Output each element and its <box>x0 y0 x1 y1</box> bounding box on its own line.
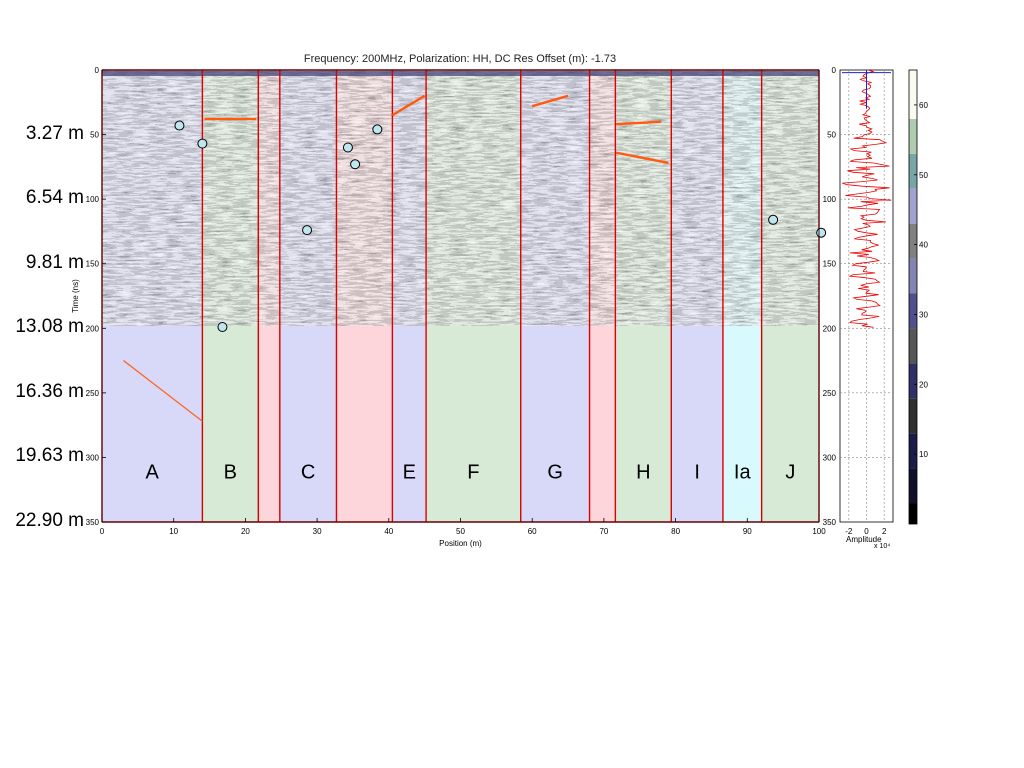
depth-label: 6.54 m <box>25 187 84 209</box>
zone-label: B <box>224 461 237 483</box>
annotation-line <box>123 360 203 422</box>
colorbar-tick-label: 60 <box>919 101 928 110</box>
x-tick-label: 40 <box>384 527 393 536</box>
colorbar-segment <box>909 503 917 524</box>
zone-label: H <box>636 461 650 483</box>
colorbar-segment <box>909 293 917 329</box>
colorbar-segment <box>909 398 917 434</box>
x-axis-label: Position (m) <box>439 539 482 548</box>
x-tick-label: 20 <box>241 527 250 536</box>
radar-texture <box>102 70 819 326</box>
point-target-marker <box>342 142 353 153</box>
colorbar-segment <box>909 433 917 469</box>
trace-x-tick-label: 0 <box>864 527 869 536</box>
zone-label: C <box>301 461 315 483</box>
x-tick-label: 50 <box>456 527 465 536</box>
main-axes: 0 10 20 30 40 50 60 70 80 90 100 0 50 100 150 200 250 300… <box>71 66 826 548</box>
x-tick-label: 10 <box>169 527 178 536</box>
y-tick-label: 100 <box>86 195 100 204</box>
zone-label: G <box>547 461 563 483</box>
colorbar-tick-label: 50 <box>919 171 928 180</box>
y-axis-label: Time (ns) <box>71 279 80 313</box>
point-target-marker <box>197 138 208 149</box>
depth-label: 19.63 m <box>15 445 84 467</box>
depth-label: 9.81 m <box>25 251 84 273</box>
colorbar-tick-label: 20 <box>919 380 928 389</box>
colorbar-segment <box>909 328 917 364</box>
depth-label: 13.08 m <box>15 316 84 338</box>
trace-y-tick-label: 250 <box>823 389 837 398</box>
x-tick-label: 80 <box>671 527 680 536</box>
radar-data-area <box>102 70 819 326</box>
zone-label: A <box>146 461 160 483</box>
trace-x-tick-label: 2 <box>882 527 887 536</box>
zone-labels: A B C E F G H I Ia J <box>146 461 796 483</box>
chart-title: Frequency: 200MHz, Polarization: HH, DC … <box>303 53 617 65</box>
picked-reflector-line <box>531 94 569 108</box>
y-tick-label: 50 <box>90 131 99 140</box>
point-target-marker <box>372 124 383 135</box>
y-tick-label: 200 <box>86 324 100 333</box>
x-tick-label: 30 <box>313 527 322 536</box>
y-tick-label: 300 <box>86 453 100 462</box>
x-tick-label: 100 <box>812 527 826 536</box>
picked-reflectors <box>123 94 669 422</box>
direct-wave-band <box>102 71 819 76</box>
zone-label: F <box>467 461 479 483</box>
trace-y-tick-label: 300 <box>823 453 837 462</box>
picked-reflector-line <box>615 151 669 165</box>
zone-label: Ia <box>734 461 752 483</box>
colorbar-segment <box>909 70 917 119</box>
trace-y-tick-label: 150 <box>823 260 837 269</box>
trace-x-axis-label: Amplitude <box>846 535 882 544</box>
trace-waveform <box>842 69 892 328</box>
point-target-marker <box>174 120 185 131</box>
y-tick-label: 0 <box>95 66 100 75</box>
colorbar-tick-label: 30 <box>919 310 928 319</box>
point-target-marker <box>816 227 827 238</box>
y-tick-label: 350 <box>86 518 100 527</box>
colorbar: 10 20 30 40 50 60 <box>908 69 928 525</box>
colorbar-segment <box>909 223 917 259</box>
picked-reflector-line <box>616 120 662 126</box>
point-target-marker <box>350 159 361 170</box>
colorbar-tick-label: 40 <box>919 241 928 250</box>
zone-label: I <box>694 461 700 483</box>
depth-label: 16.36 m <box>15 380 84 402</box>
colorbar-segment <box>909 468 917 504</box>
trace-x-tick-label: -2 <box>845 527 853 536</box>
x-tick-label: 70 <box>599 527 608 536</box>
point-target-marker <box>217 321 228 332</box>
colorbar-segment <box>909 153 917 189</box>
point-target-marker <box>302 225 313 236</box>
trace-y-tick-label: 50 <box>827 131 836 140</box>
trace-y-tick-label: 0 <box>832 66 837 75</box>
zone-label: E <box>403 461 416 483</box>
colorbar-frame <box>908 69 918 525</box>
colorbar-segment <box>909 363 917 399</box>
depth-label: 22.90 m <box>15 510 84 531</box>
colorbar-tick-label: 10 <box>919 450 928 459</box>
y-tick-label: 250 <box>86 389 100 398</box>
trace-y-tick-label: 100 <box>823 195 837 204</box>
y-tick-label: 150 <box>86 260 100 269</box>
colorbar-segment <box>909 118 917 154</box>
colorbar-segment <box>909 188 917 224</box>
trace-exponent-label: x 10⁴ <box>874 543 890 550</box>
trace-y-tick-label: 200 <box>823 324 837 333</box>
zone-label: J <box>785 461 795 483</box>
point-target-marker <box>768 214 779 225</box>
trace-y-tick-label: 350 <box>823 518 837 527</box>
colorbar-segment <box>909 258 917 294</box>
picked-reflector-line <box>391 94 426 117</box>
x-tick-label: 0 <box>100 527 105 536</box>
x-tick-label: 90 <box>743 527 752 536</box>
depth-label: 3.27 m <box>25 122 84 144</box>
x-tick-label: 60 <box>528 527 537 536</box>
